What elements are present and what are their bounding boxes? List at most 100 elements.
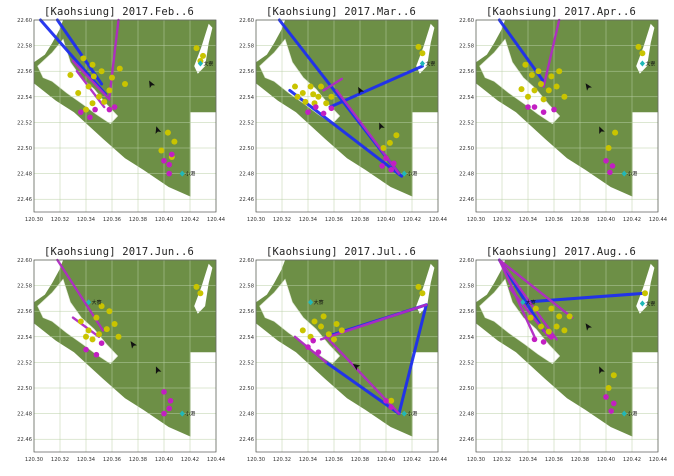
station-point-yellow — [522, 61, 529, 68]
station-point-magenta — [540, 339, 547, 345]
station-point-yellow — [561, 327, 568, 334]
station-point-magenta — [87, 114, 93, 121]
map-panel: [Kaohsiung] 2017.Aug..6 120.30 120.32 120.3… — [454, 242, 668, 466]
station-point-yellow — [635, 43, 642, 50]
x-tick-label: 120.30 — [467, 457, 485, 463]
station-point-yellow — [531, 87, 538, 94]
station-point-yellow — [299, 327, 306, 334]
x-tick-label: 120.40 — [155, 217, 173, 223]
wind-arrow-icon — [352, 363, 361, 371]
station-point-yellow — [532, 305, 539, 312]
magenta-trajectory-line — [322, 77, 344, 92]
x-tick-label: 120.44 — [207, 457, 226, 463]
y-tick-label: 22.58 — [239, 284, 254, 290]
panel-title: [Kaohsiung] 2017.Feb..6 — [44, 6, 194, 18]
y-tick-label: 22.50 — [17, 146, 32, 152]
station-point-yellow — [415, 43, 422, 50]
y-tick-label: 22.46 — [17, 437, 32, 443]
station-point-yellow — [299, 89, 306, 96]
station-point-magenta — [92, 106, 98, 113]
site-label: 小港 — [627, 171, 637, 178]
station-point-yellow — [610, 372, 617, 379]
y-tick-label: 22.58 — [17, 284, 32, 290]
map-panel: [Kaohsiung] 2017.Feb..6 120.30 120.32 120.3… — [12, 2, 226, 226]
station-point-magenta — [540, 109, 547, 115]
x-tick-label: 120.44 — [429, 457, 448, 463]
x-tick-label: 120.42 — [181, 217, 199, 223]
station-point-yellow — [89, 336, 96, 343]
x-tick-label: 120.32 — [493, 457, 511, 463]
station-point-yellow — [556, 68, 563, 75]
y-tick-label: 22.46 — [239, 197, 254, 203]
blue-trajectory-line — [397, 303, 428, 416]
y-tick-label: 22.50 — [239, 146, 254, 152]
station-point-magenta — [383, 398, 389, 404]
magenta-trajectory-line — [75, 69, 106, 109]
station-point-yellow — [171, 138, 178, 145]
wind-arrow-head — [352, 363, 361, 371]
monitoring-site-marker — [86, 299, 92, 306]
site-label: 小港 — [407, 411, 417, 418]
station-point-yellow — [158, 147, 165, 154]
y-tick-label: 22.54 — [17, 95, 33, 101]
station-point-yellow — [101, 98, 108, 105]
station-point-yellow — [294, 93, 301, 100]
y-tick-label: 22.52 — [239, 360, 254, 366]
wind-arrow-head — [585, 323, 592, 331]
map-plot: 120.30 120.32 120.34 120.36 120.38 120.40 120.… — [17, 18, 226, 223]
station-point-yellow — [193, 45, 200, 52]
x-tick-label: 120.42 — [623, 457, 641, 463]
magenta-trajectory-line — [498, 258, 574, 319]
station-point-magenta — [379, 163, 385, 169]
station-point-yellow — [200, 52, 206, 59]
y-tick-label: 22.48 — [459, 172, 474, 178]
plot-frame — [255, 19, 439, 213]
x-tick-label: 120.44 — [429, 217, 448, 223]
site-label: 大寮 — [314, 299, 324, 306]
wind-arrow-head — [599, 126, 605, 135]
wind-arrow-icon — [379, 122, 385, 131]
y-tick-label: 22.60 — [239, 258, 254, 264]
y-tick-label: 22.60 — [459, 258, 474, 264]
wind-arrow-icon — [155, 126, 162, 134]
harbor-water — [479, 38, 561, 125]
station-point-yellow — [642, 290, 648, 297]
panel-title: [Kaohsiung] 2017.Apr..6 — [486, 6, 636, 18]
y-tick-label: 22.50 — [239, 386, 254, 392]
monitoring-site-marker — [401, 170, 407, 177]
y-tick-label: 22.48 — [239, 412, 254, 418]
harbor-water — [259, 278, 341, 365]
station-point-yellow — [89, 100, 96, 107]
x-tick-label: 120.42 — [403, 217, 421, 223]
station-point-yellow — [90, 73, 97, 80]
station-point-magenta — [383, 155, 389, 162]
station-point-magenta — [166, 405, 172, 412]
station-point-yellow — [553, 83, 560, 90]
magenta-trajectory-line — [71, 59, 111, 101]
wind-arrow-head — [149, 80, 156, 89]
map-panel: [Kaohsiung] 2017.Apr..6 120.30 120.32 120.3… — [454, 2, 668, 226]
y-tick-label: 22.52 — [17, 360, 32, 366]
monitoring-site-marker — [621, 170, 627, 177]
site-label: 小港 — [185, 411, 195, 418]
x-tick-label: 120.40 — [597, 217, 615, 223]
wind-arrow-head — [585, 83, 592, 91]
station-point-magenta — [83, 346, 89, 353]
station-point-magenta — [167, 398, 174, 404]
station-point-yellow — [639, 50, 646, 57]
map-panel: [Kaohsiung] 2017.Jun..6 120.30 120.32 120.3… — [12, 242, 226, 466]
station-point-yellow — [525, 93, 531, 100]
x-tick-label: 120.32 — [273, 217, 291, 223]
x-tick-label: 120.44 — [649, 217, 668, 223]
station-point-yellow — [325, 331, 332, 338]
station-point-magenta — [93, 351, 100, 358]
site-label: 大寮 — [645, 61, 655, 68]
y-tick-label: 22.60 — [17, 18, 32, 24]
station-point-magenta — [388, 404, 394, 410]
station-point-yellow — [548, 305, 555, 312]
station-point-yellow — [538, 81, 544, 87]
monitoring-site-marker — [179, 410, 185, 417]
station-point-yellow — [419, 50, 426, 57]
wind-arrow-icon — [585, 323, 592, 331]
y-tick-label: 22.60 — [17, 258, 32, 264]
